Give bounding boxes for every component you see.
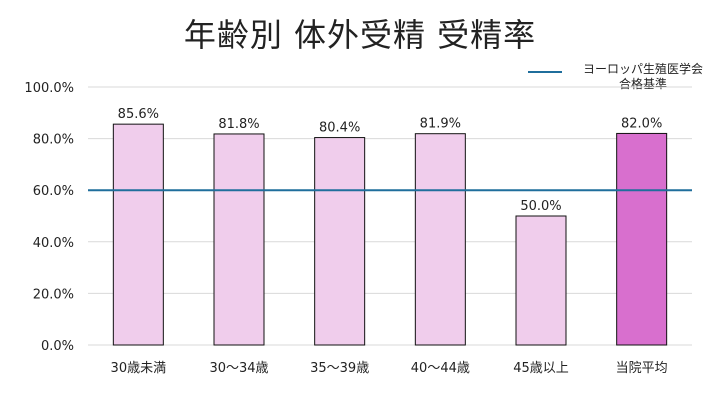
legend-swatch-reference-line	[528, 71, 562, 73]
y-tick-label: 20.0%	[33, 287, 74, 302]
x-tick-label: 35〜39歳	[310, 361, 369, 376]
bar	[112, 123, 164, 346]
data-label: 81.8%	[218, 117, 259, 132]
x-tick-label: 30〜34歳	[209, 361, 268, 376]
x-tick-label: 40〜44歳	[411, 361, 470, 376]
x-tick-label: 30歳未満	[111, 361, 167, 376]
y-tick-label: 80.0%	[33, 133, 74, 148]
data-label: 50.0%	[520, 199, 561, 214]
data-label: 80.4%	[319, 121, 360, 136]
x-tick-label: 45歳以上	[513, 361, 569, 376]
x-tick-label: 当院平均	[616, 361, 668, 376]
data-label: 85.6%	[118, 107, 159, 122]
bar	[515, 215, 567, 346]
bar	[314, 137, 366, 346]
y-tick-label: 100.0%	[24, 81, 74, 96]
y-tick-label: 60.0%	[33, 184, 74, 199]
data-label: 81.9%	[420, 117, 461, 132]
bar	[616, 132, 668, 346]
data-label: 82.0%	[621, 116, 662, 131]
bar	[213, 133, 265, 346]
chart-title: 年齢別 体外受精 受精率	[183, 16, 537, 54]
y-tick-label: 0.0%	[41, 339, 74, 354]
bar	[414, 133, 466, 346]
y-tick-label: 40.0%	[33, 236, 74, 251]
